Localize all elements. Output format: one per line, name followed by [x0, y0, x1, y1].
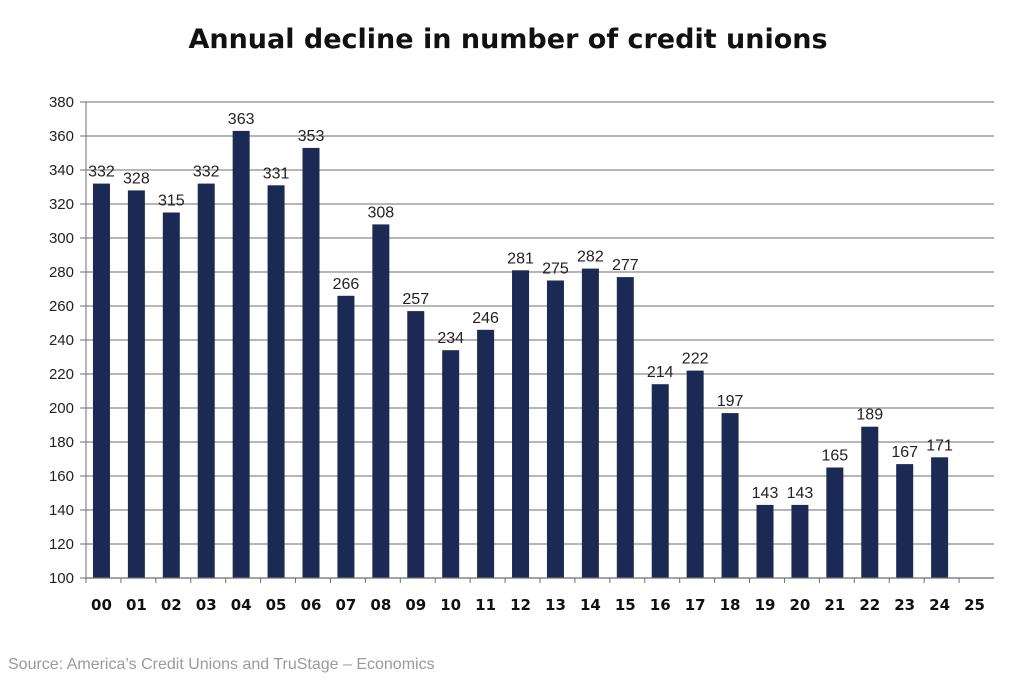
y-tick-label: 160	[49, 468, 74, 485]
data-label: 165	[821, 448, 848, 465]
y-tick-label: 120	[49, 536, 74, 553]
x-tick-label: 17	[685, 596, 706, 614]
x-tick-label: 01	[126, 596, 147, 614]
bar	[162, 212, 180, 578]
x-tick-label: 19	[755, 596, 776, 614]
bar	[442, 350, 460, 578]
bar	[512, 270, 530, 578]
x-tick-label: 23	[894, 596, 915, 614]
data-label: 363	[228, 111, 255, 128]
bar	[756, 504, 774, 578]
data-label: 315	[158, 193, 185, 210]
data-label: 332	[88, 164, 115, 181]
x-tick-label: 10	[440, 596, 461, 614]
bar	[896, 464, 914, 578]
y-tick-label: 260	[49, 298, 74, 315]
x-tick-label: 20	[789, 596, 810, 614]
data-label: 266	[333, 276, 360, 293]
bar	[931, 457, 949, 578]
bar	[267, 185, 285, 579]
bar	[477, 329, 495, 578]
x-tick-label: 03	[196, 596, 217, 614]
x-tick-label: 15	[615, 596, 636, 614]
x-tick-label: 12	[510, 596, 531, 614]
y-tick-label: 340	[49, 162, 74, 179]
x-tick-label: 11	[475, 596, 496, 614]
data-label: 143	[787, 485, 814, 502]
y-tick-label: 280	[49, 264, 74, 281]
data-label: 257	[402, 291, 429, 308]
bar	[581, 268, 599, 578]
data-label: 275	[542, 261, 569, 278]
x-tick-label: 16	[650, 596, 671, 614]
data-label: 332	[193, 164, 220, 181]
bar	[861, 426, 879, 578]
y-tick-label: 100	[49, 570, 74, 587]
bar	[372, 224, 390, 578]
x-tick-label: 21	[824, 596, 845, 614]
x-tick-label: 24	[929, 596, 950, 614]
data-label: 234	[437, 330, 464, 347]
bar	[232, 130, 250, 578]
data-label: 189	[856, 407, 883, 424]
chart-title: Annual decline in number of credit union…	[188, 24, 828, 55]
bar	[337, 295, 355, 578]
x-tick-label: 08	[370, 596, 391, 614]
source-note: Source: America’s Credit Unions and TruS…	[8, 656, 435, 673]
data-label: 328	[123, 170, 150, 187]
bar	[686, 370, 704, 578]
x-tick-label: 22	[859, 596, 880, 614]
bar	[651, 384, 669, 578]
data-label: 281	[507, 250, 534, 267]
bar	[546, 280, 564, 578]
bar	[92, 183, 110, 578]
x-tick-label: 06	[301, 596, 322, 614]
y-tick-label: 380	[49, 94, 74, 111]
y-tick-label: 360	[49, 128, 74, 145]
data-label: 277	[612, 257, 639, 274]
data-label: 246	[472, 310, 499, 327]
bar	[721, 413, 739, 578]
bar	[616, 277, 634, 578]
bar	[826, 467, 844, 578]
data-label: 331	[263, 165, 290, 182]
data-label: 171	[926, 437, 953, 454]
data-label: 197	[717, 393, 744, 410]
x-tick-label: 04	[231, 596, 252, 614]
x-tick-label: 09	[405, 596, 426, 614]
y-tick-label: 240	[49, 332, 74, 349]
y-tick-label: 200	[49, 400, 74, 417]
y-tick-label: 300	[49, 230, 74, 247]
x-tick-label: 13	[545, 596, 566, 614]
data-label: 143	[752, 485, 779, 502]
x-tick-label: 00	[91, 596, 112, 614]
data-label: 214	[647, 364, 674, 381]
y-tick-label: 320	[49, 196, 74, 213]
bar	[407, 311, 425, 578]
bar	[197, 183, 215, 578]
x-tick-label: 05	[266, 596, 287, 614]
x-tick-label: 14	[580, 596, 601, 614]
data-label: 222	[682, 351, 709, 368]
x-tick-label: 02	[161, 596, 182, 614]
bar	[127, 190, 145, 578]
y-tick-label: 220	[49, 366, 74, 383]
x-tick-label: 18	[720, 596, 741, 614]
data-label: 282	[577, 249, 604, 266]
data-label: 308	[367, 204, 394, 221]
x-tick-label: 25	[964, 596, 985, 614]
y-tick-label: 140	[49, 502, 74, 519]
data-label: 353	[298, 128, 325, 145]
bar	[302, 147, 320, 578]
x-tick-label: 07	[335, 596, 356, 614]
bar	[791, 504, 809, 578]
data-label: 167	[891, 444, 918, 461]
y-tick-label: 180	[49, 434, 74, 451]
